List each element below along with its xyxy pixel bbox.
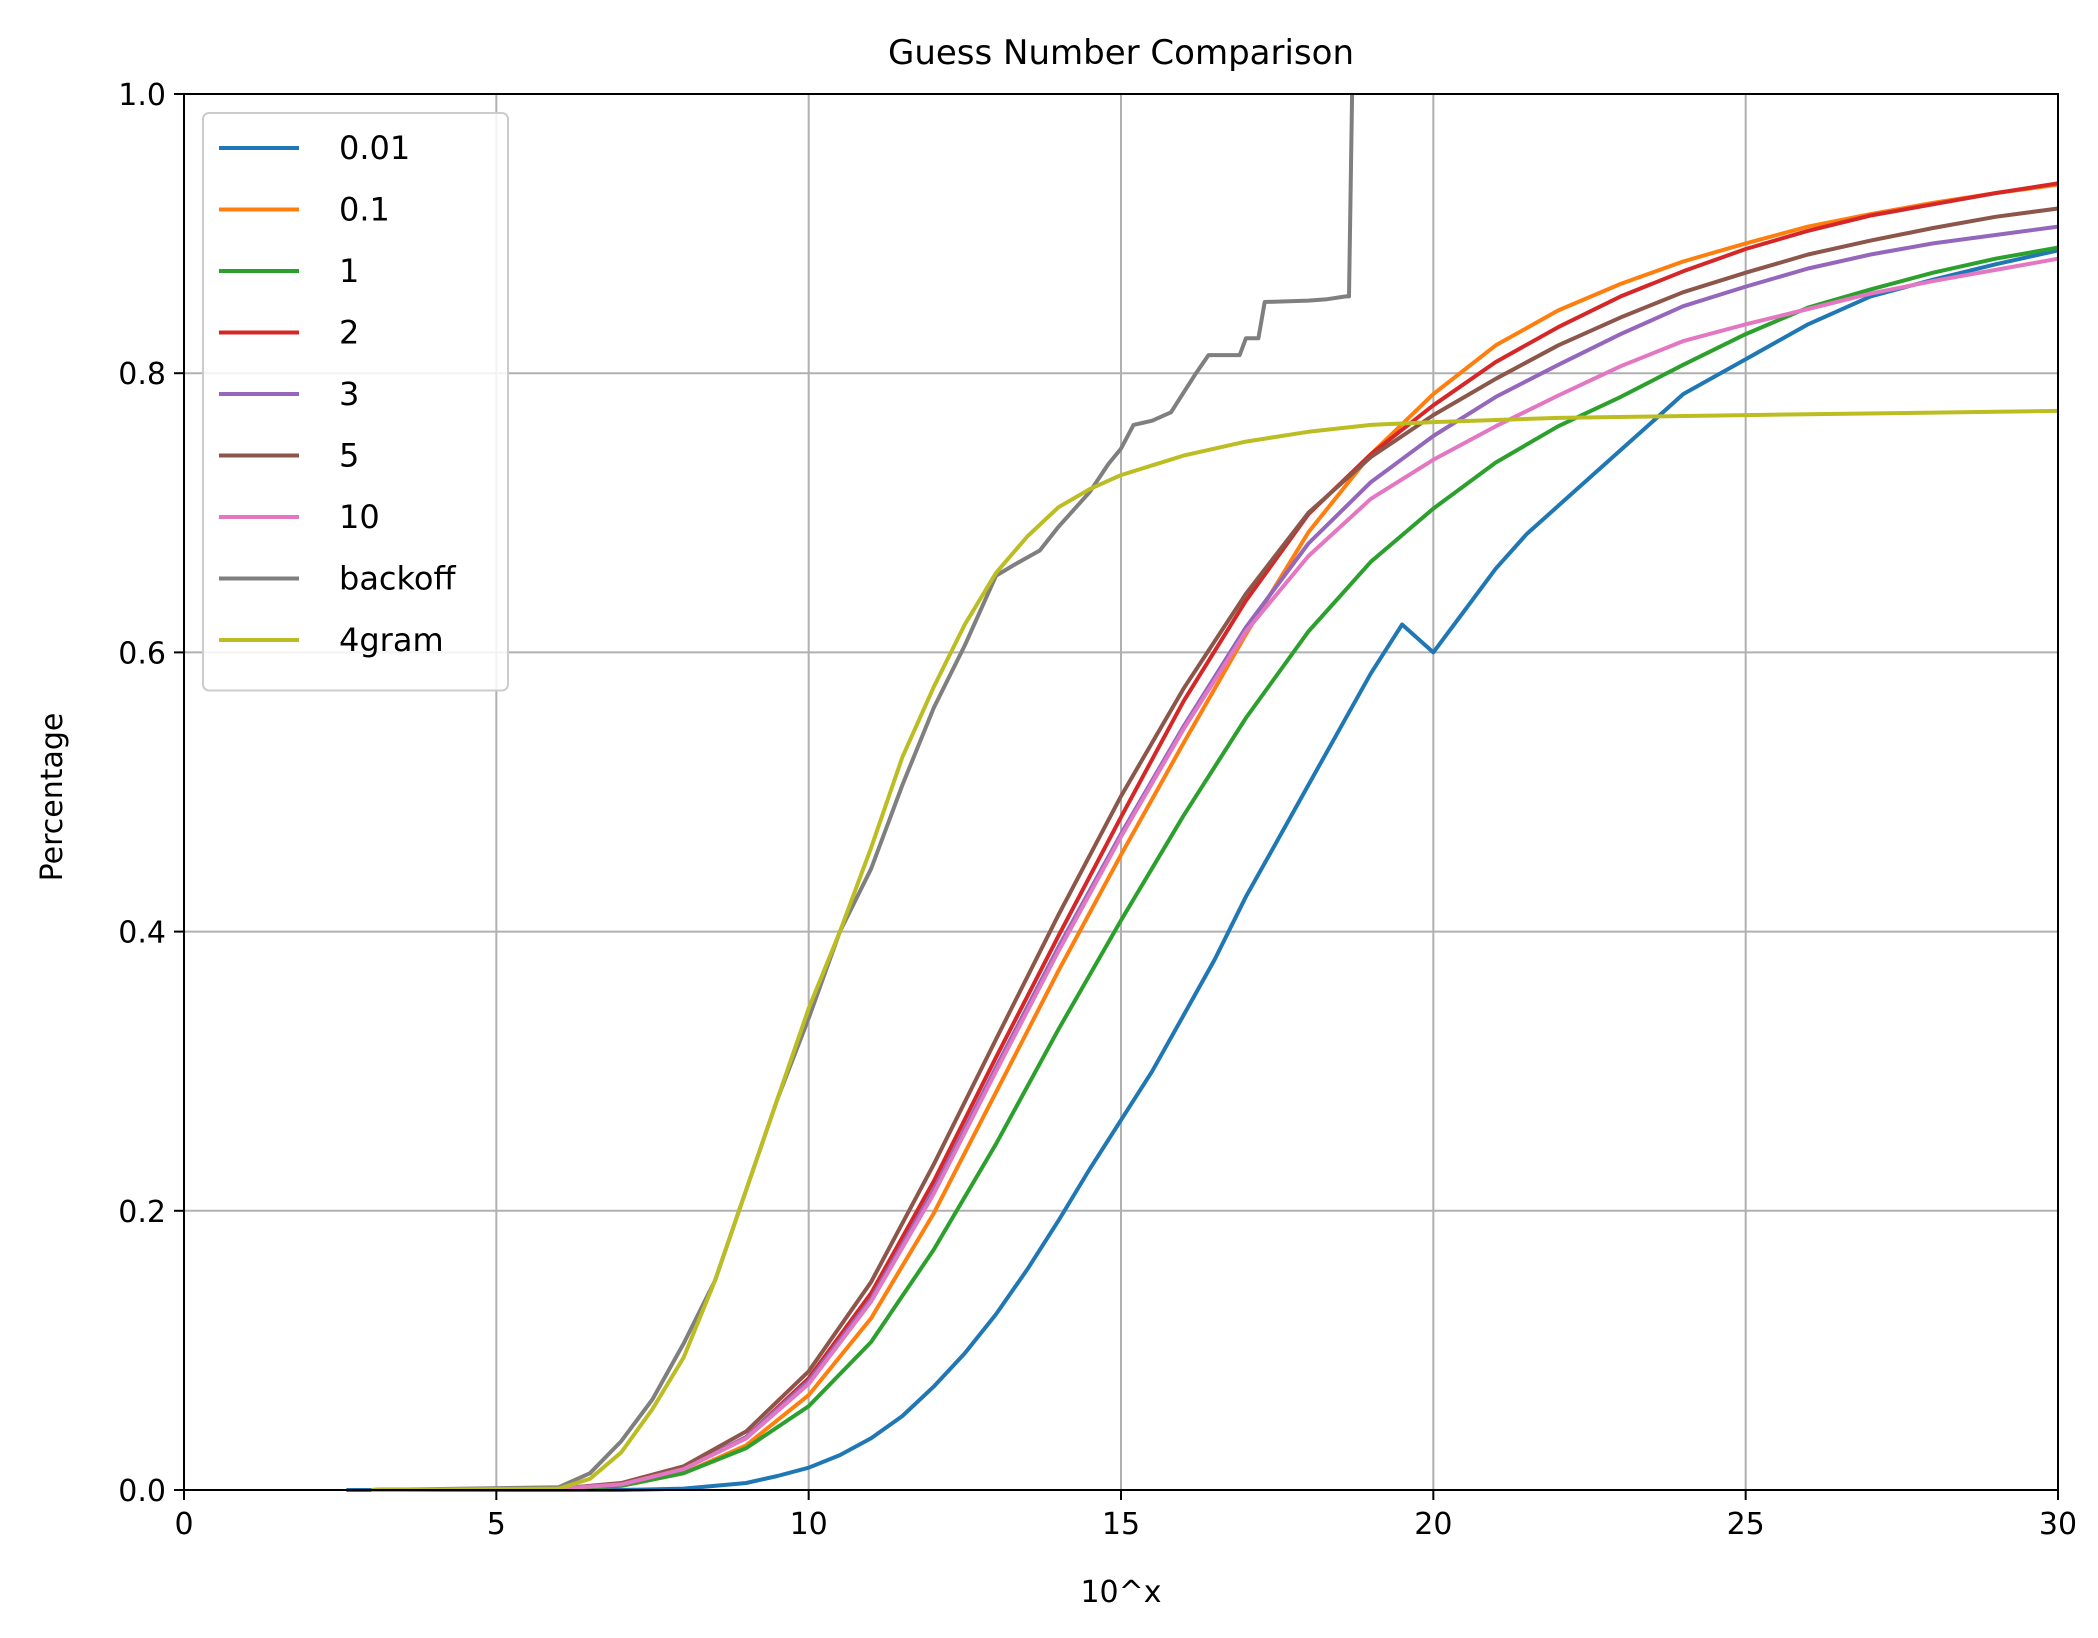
- series-line-4gram: [371, 408, 2059, 1492]
- y-tick-label: 1.0: [118, 78, 166, 113]
- series-lines: [346, 93, 2059, 1492]
- y-tick-label: 0.4: [118, 916, 166, 951]
- series-line-0.01: [346, 248, 2059, 1492]
- y-tick-label: 0.0: [118, 1474, 166, 1509]
- chart-title: Guess Number Comparison: [888, 33, 1354, 73]
- x-tick-label: 25: [1727, 1507, 1765, 1542]
- y-axis-label: Percentage: [35, 713, 70, 882]
- legend-label: 5: [339, 437, 359, 475]
- series-line-10: [371, 256, 2059, 1492]
- legend-label: 0.1: [339, 191, 390, 229]
- x-tick-label: 5: [487, 1507, 506, 1542]
- x-tick-label: 0: [174, 1507, 193, 1542]
- legend-label: 2: [339, 314, 359, 352]
- legend-label: 3: [339, 375, 359, 413]
- x-tick-label: 20: [1414, 1507, 1452, 1542]
- y-tick-label: 0.8: [118, 357, 166, 392]
- legend-label: backoff: [339, 560, 456, 598]
- axes: 0 5 10 15 20 25 300.00.20.40.60.81.0: [118, 78, 2077, 1542]
- y-tick-label: 0.2: [118, 1195, 166, 1230]
- legend-label: 4gram: [339, 621, 444, 659]
- legend: 0.01 0.1 1 2 3 5 10 backoff 4gram: [202, 112, 509, 692]
- x-tick-label: 10: [790, 1507, 828, 1542]
- legend-label: 0.01: [339, 129, 410, 167]
- series-line-5: [371, 206, 2059, 1492]
- x-axis-label: 10^x: [1080, 1575, 1161, 1610]
- y-tick-label: 0.6: [118, 636, 166, 671]
- legend-label: 10: [339, 498, 380, 536]
- legend-label: 1: [339, 252, 359, 290]
- legend-box: [202, 112, 509, 692]
- x-tick-label: 15: [1102, 1507, 1140, 1542]
- x-tick-label: 30: [2039, 1507, 2077, 1542]
